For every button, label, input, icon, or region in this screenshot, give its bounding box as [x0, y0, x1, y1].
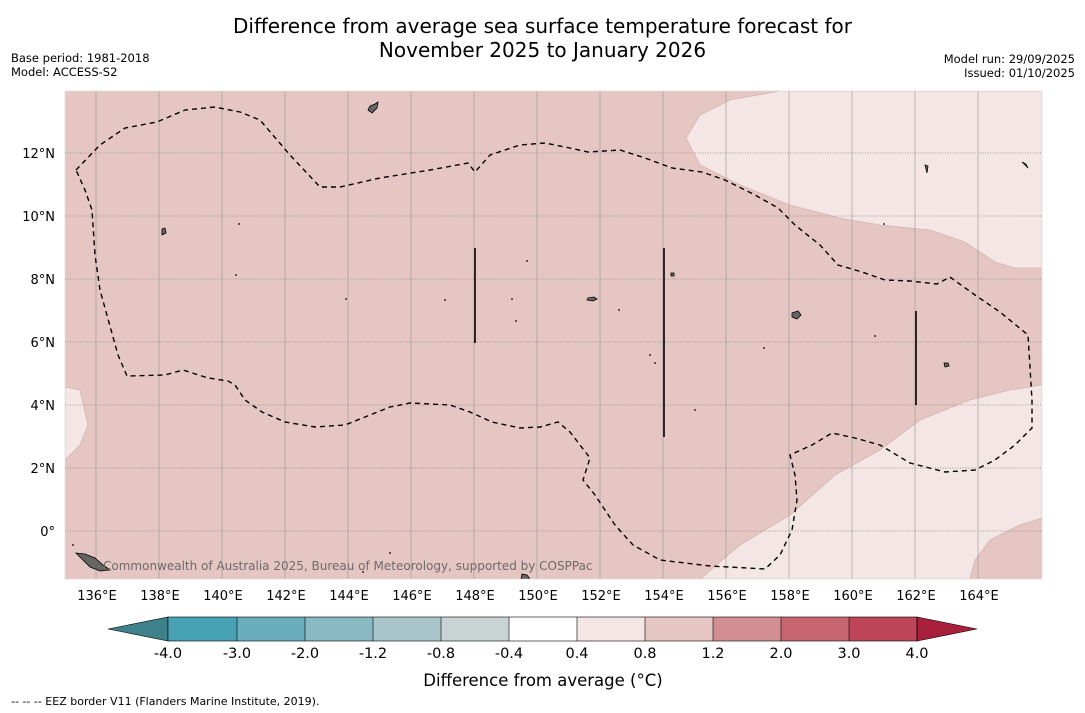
lat-label: 8°N [31, 273, 56, 288]
lat-label: 4°N [31, 399, 56, 414]
map-title: Difference from average sea surface temp… [0, 14, 1085, 62]
colorbar-tick: 1.2 [701, 646, 724, 662]
title-line-1: Difference from average sea surface temp… [232, 14, 852, 38]
colorbar-segment [237, 617, 305, 641]
colorbar-tick: 2.0 [769, 646, 792, 662]
colorbar-tick: -2.0 [291, 646, 319, 662]
map-frame [64, 90, 1043, 580]
title-line-2: November 2025 to January 2026 [378, 38, 707, 62]
lon-label: 152°E [581, 589, 621, 604]
lon-label: 146°E [392, 589, 432, 604]
eez-border-fsm [75, 106, 1033, 570]
meta-left: Base period: 1981-2018 Model: ACCESS-S2 [11, 51, 150, 79]
lon-label: 148°E [455, 589, 495, 604]
lat-label: 12°N [22, 147, 55, 162]
copyright-watermark: Commonwealth of Australia 2025, Bureau o… [103, 559, 593, 573]
colorbar-segment [781, 617, 849, 641]
colorbar-tick: -3.0 [223, 646, 251, 662]
lat-label: 10°N [22, 210, 55, 225]
contour-marks [474, 248, 917, 437]
colorbar-tick: 4.0 [905, 646, 928, 662]
colorbar-segment [849, 617, 917, 641]
colorbar-segment [577, 617, 645, 641]
colorbar-label: Difference from average (°C) [423, 671, 662, 690]
lon-label: 158°E [770, 589, 810, 604]
lon-label: 162°E [896, 589, 936, 604]
lon-label: 154°E [644, 589, 684, 604]
lon-label: 160°E [833, 589, 873, 604]
lat-label: 2°N [31, 462, 56, 477]
parallel-lines [65, 152, 1042, 532]
colorbar-segment [645, 617, 713, 641]
islands [74, 101, 1029, 579]
colorbar-tick: 0.8 [633, 646, 656, 662]
lon-label: 142°E [266, 589, 306, 604]
lon-label: 144°E [329, 589, 369, 604]
colorbar-segment [509, 617, 577, 641]
colorbar: -4.0 -3.0 -2.0 -1.2 -0.8 -0.4 0.4 0.8 1.… [107, 616, 978, 690]
base-period: Base period: 1981-2018 [11, 51, 150, 65]
issued-date: Issued: 01/10/2025 [964, 66, 1075, 80]
lon-label: 164°E [959, 589, 999, 604]
colorbar-segment [373, 617, 441, 641]
island-dots [72, 223, 885, 573]
longitude-labels: 136°E 138°E 140°E 142°E 144°E 146°E 148°… [77, 589, 999, 604]
lon-label: 150°E [518, 589, 558, 604]
map-area: Commonwealth of Australia 2025, Bureau o… [65, 91, 1042, 579]
colorbar-extend-high [916, 616, 978, 642]
lat-label: 0° [40, 525, 55, 540]
eez-legend: -- -- -- EEZ border V11 (Flanders Marine… [11, 695, 320, 708]
model-name: Model: ACCESS-S2 [11, 65, 118, 79]
colorbar-extend-low [107, 616, 169, 642]
colorbar-segment [713, 617, 781, 641]
model-run: Model run: 29/09/2025 [943, 52, 1075, 66]
colorbar-tick: 0.4 [565, 646, 588, 662]
colorbar-ticks: -4.0 -3.0 -2.0 -1.2 -0.8 -0.4 0.4 0.8 1.… [154, 646, 929, 662]
colorbar-tick: -0.8 [427, 646, 455, 662]
lon-label: 136°E [77, 589, 117, 604]
lon-label: 138°E [140, 589, 180, 604]
latitude-labels: 12°N 10°N 8°N 6°N 4°N 2°N 0° [22, 147, 55, 540]
colorbar-tick: -1.2 [359, 646, 387, 662]
lon-label: 140°E [203, 589, 243, 604]
colorbar-segment [441, 617, 509, 641]
colorbar-segment [168, 617, 237, 641]
sst-anomaly-0.4-0.8-northeast [685, 91, 1042, 269]
colorbar-tick: -4.0 [154, 646, 182, 662]
lon-label: 156°E [707, 589, 747, 604]
colorbar-tick: 3.0 [837, 646, 860, 662]
lat-label: 6°N [31, 336, 56, 351]
sst-anomaly-0.4-0.8-southeast [699, 384, 1042, 579]
colorbar-segment [305, 617, 373, 641]
colorbar-tick: -0.4 [495, 646, 523, 662]
meta-right: Model run: 29/09/2025 Issued: 01/10/2025 [944, 52, 1075, 80]
meridian-lines [95, 91, 979, 579]
